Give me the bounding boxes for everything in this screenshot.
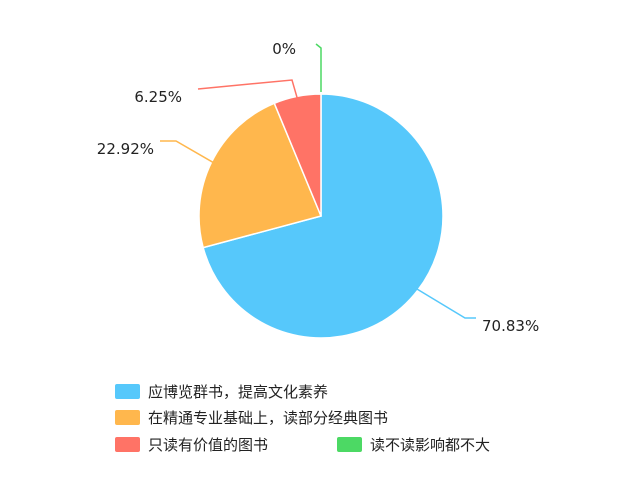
legend-label-2: 在精通专业基础上，读部分经典图书 bbox=[148, 409, 388, 427]
legend-label-3: 只读有价值的图书 bbox=[148, 436, 268, 454]
data-label-1: 70.83% bbox=[482, 317, 539, 335]
legend-label-1: 应博览群书，提高文化素养 bbox=[148, 383, 328, 401]
data-label-2: 22.92% bbox=[97, 140, 154, 158]
legend-swatch-4 bbox=[337, 437, 362, 452]
leader-line-4 bbox=[315, 43, 322, 92]
legend-label-4: 读不读影响都不大 bbox=[370, 436, 490, 454]
data-labels: 70.83% 22.92% 6.25% 0% bbox=[97, 40, 539, 335]
leader-line-2 bbox=[160, 140, 218, 166]
data-label-3: 6.25% bbox=[134, 88, 182, 106]
leader-lines bbox=[160, 43, 476, 319]
legend-swatch-2 bbox=[115, 410, 140, 425]
pie-slices bbox=[198, 93, 444, 339]
data-label-4: 0% bbox=[272, 40, 296, 58]
legend-swatch-3 bbox=[115, 437, 140, 452]
legend-swatch-1 bbox=[115, 384, 140, 399]
leader-line-3 bbox=[197, 79, 300, 103]
leader-line-1 bbox=[412, 285, 476, 319]
